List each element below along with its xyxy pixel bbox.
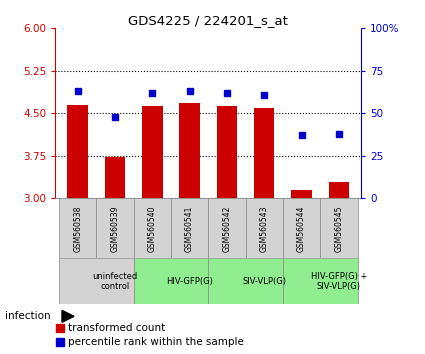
Bar	[217, 107, 237, 198]
Bar	[171, 198, 208, 258]
Bar	[246, 198, 283, 258]
Bar	[59, 198, 96, 258]
Polygon shape	[56, 324, 64, 332]
Text: infection: infection	[5, 311, 51, 321]
Polygon shape	[62, 310, 74, 322]
Text: percentile rank within the sample: percentile rank within the sample	[68, 337, 244, 347]
Text: GSM560538: GSM560538	[73, 205, 82, 252]
Bar	[105, 158, 125, 198]
Bar	[68, 105, 88, 198]
Text: SIV-VLP(G): SIV-VLP(G)	[242, 277, 286, 286]
Bar	[208, 198, 246, 258]
Bar	[96, 198, 133, 258]
Bar	[142, 107, 162, 198]
Bar	[283, 258, 357, 304]
Bar	[320, 198, 357, 258]
Bar	[291, 190, 312, 198]
Bar	[133, 198, 171, 258]
Bar	[329, 182, 349, 198]
Text: GSM560541: GSM560541	[185, 205, 194, 252]
Bar	[133, 258, 208, 304]
Polygon shape	[56, 338, 64, 346]
Text: GSM560542: GSM560542	[222, 205, 231, 252]
Bar	[283, 198, 320, 258]
Text: HIV-GFP(G): HIV-GFP(G)	[166, 277, 213, 286]
Title: GDS4225 / 224201_s_at: GDS4225 / 224201_s_at	[128, 14, 288, 27]
Text: HIV-GFP(G) +
SIV-VLP(G): HIV-GFP(G) + SIV-VLP(G)	[311, 272, 367, 291]
Text: GSM560539: GSM560539	[110, 205, 119, 252]
Text: GSM560544: GSM560544	[297, 205, 306, 252]
Bar	[59, 258, 133, 304]
Text: transformed count: transformed count	[68, 323, 165, 333]
Text: GSM560545: GSM560545	[334, 205, 343, 252]
Bar	[179, 103, 200, 198]
Bar	[254, 108, 275, 198]
Text: uninfected
control: uninfected control	[92, 272, 138, 291]
Text: GSM560543: GSM560543	[260, 205, 269, 252]
Text: GSM560540: GSM560540	[148, 205, 157, 252]
Bar	[208, 258, 283, 304]
